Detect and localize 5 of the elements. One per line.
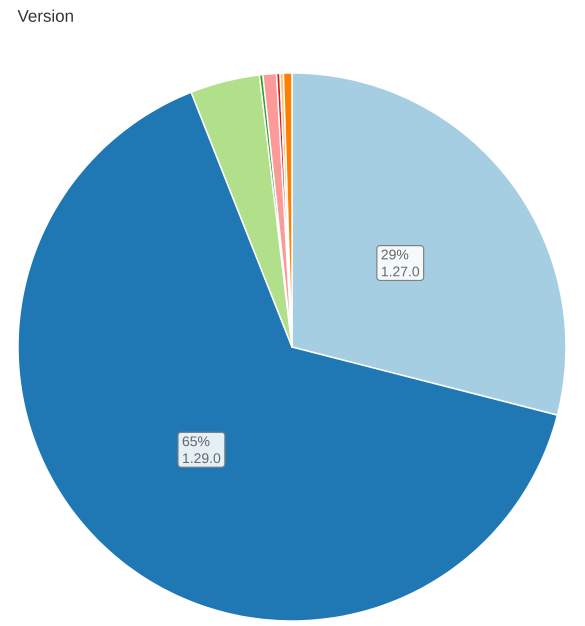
data-label: 65% [182, 436, 210, 446]
slice-label: 1.27.0 [382, 266, 420, 276]
slice-label: 1.29.0 [183, 453, 220, 464]
chart-title: Version [18, 10, 73, 22]
data-label: 29% [382, 250, 408, 260]
